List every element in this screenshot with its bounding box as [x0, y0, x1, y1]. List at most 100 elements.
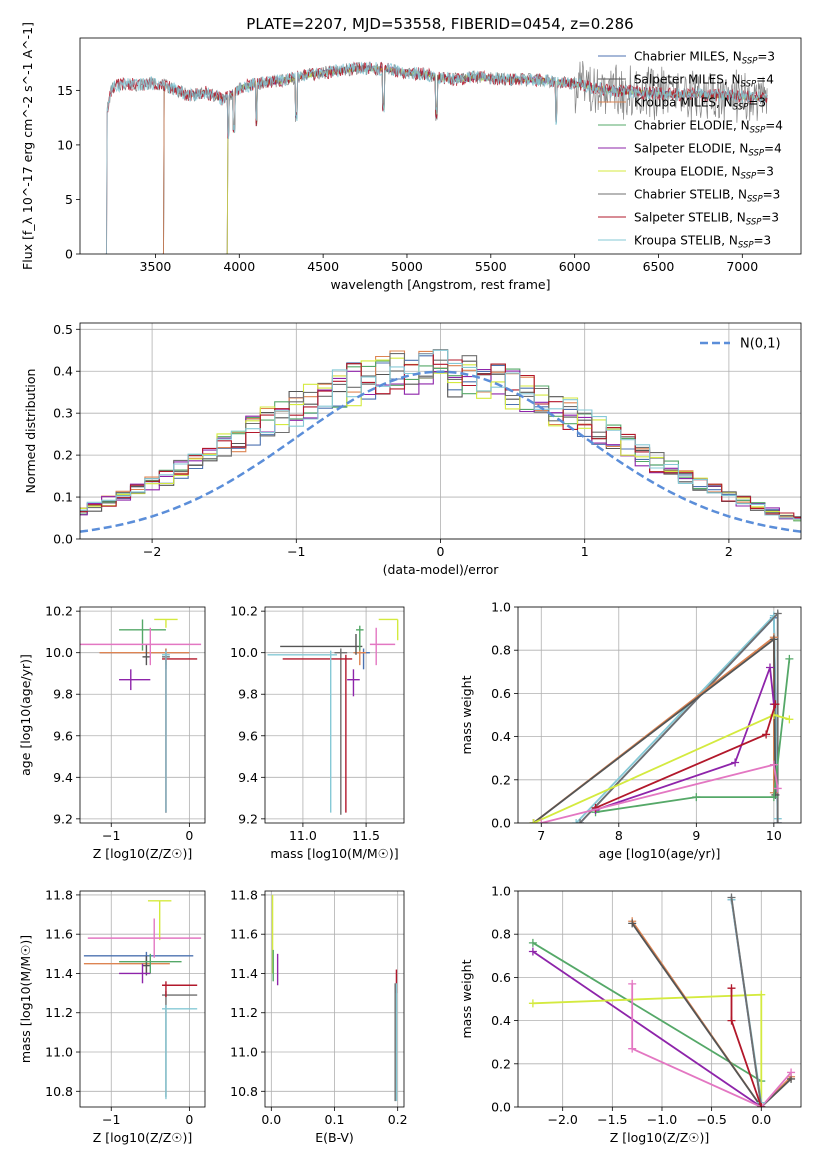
error-bar [162, 1004, 198, 1100]
age_vs_mass-xlabel: mass [log10(M/M☉)] [270, 846, 398, 861]
error-bar [334, 648, 348, 815]
weight_vs_Z-panel: −2.0 −1.5 −1.0 −0.5 0.0 0.0 0.2 0.4 0.6 0.8 1.0 Z [… [459, 884, 802, 1145]
weight_vs_Z-ylabel: mass weight [459, 959, 474, 1038]
error-bar [355, 625, 364, 651]
spectrum-line [105, 61, 768, 254]
weight-marker [771, 700, 780, 709]
error-bar [119, 953, 182, 974]
weight-marker [731, 758, 740, 767]
y-tick-label: 11.6 [45, 927, 73, 942]
mass_vs_Z-ylabel: mass [log10(M/M☉)] [18, 935, 33, 1063]
y-tick-label: 0.6 [491, 970, 511, 985]
x-tick-label: −2.0 [548, 1112, 578, 1127]
x-tick-label: 0.1 [325, 1112, 345, 1127]
error-bar [282, 654, 353, 813]
error-bar [162, 650, 170, 813]
y-tick-label: 0.6 [491, 686, 511, 701]
weight-line [730, 897, 763, 1107]
histogram-line [80, 349, 801, 520]
error-bar [378, 618, 399, 641]
y-tick-label: 0.2 [491, 772, 511, 787]
y-tick-label: 0.1 [53, 490, 73, 505]
histogram-line [80, 352, 801, 519]
y-tick-label: 10 [57, 137, 73, 152]
weight-marker [727, 984, 736, 993]
weight-line [595, 658, 791, 814]
figure-title: PLATE=2207, MJD=53558, FIBERID=0454, z=0… [246, 15, 633, 33]
error-bar [147, 900, 172, 941]
charts-layer: 3500 4000 4500 5000 5500 6000 6500 7000051015wa… [18, 22, 802, 1145]
weight-marker [576, 819, 585, 823]
y-tick-label: 11.0 [45, 1045, 73, 1060]
y-tick-label: 1.0 [491, 884, 511, 899]
histogram-line [80, 360, 801, 522]
weight_vs_age-frame [517, 606, 802, 824]
x-tick-label: 5000 [391, 259, 423, 274]
legend-label: Chabrier MILES, NSSP=3 [634, 50, 775, 67]
error-bar [347, 669, 360, 697]
mass_vs_Z-plot-area [83, 900, 202, 1100]
weight-line [579, 611, 779, 823]
weight-line [533, 714, 790, 823]
residuals-panel: −2 −1 0 1 2 0.0 0.1 0.2 0.3 0.4 0.5 (data-model)/er… [23, 322, 802, 577]
error-bar [154, 618, 178, 628]
x-tick-label: −1 [102, 1112, 120, 1127]
error-bar [119, 963, 151, 984]
x-tick-label: 0 [185, 828, 193, 843]
age_vs_mass-grid [265, 607, 404, 823]
y-tick-label: 9.8 [53, 687, 73, 702]
age_vs_Z-frame [79, 606, 206, 824]
weight-marker [528, 938, 537, 947]
y-tick-label: 9.6 [238, 728, 258, 743]
residuals-xlabel: (data-model)/error [383, 562, 500, 577]
age_vs_Z-plot-area [80, 618, 202, 813]
residuals-grid [80, 323, 801, 540]
age_vs_Z-ylabel: age [log10(age/yr)] [18, 654, 33, 776]
y-tick-label: 0.0 [491, 1100, 511, 1115]
x-tick-label: 1 [581, 544, 589, 559]
weight-marker [787, 1068, 796, 1077]
mass_vs_ebv-frame [264, 890, 405, 1108]
spectrum-panel: 3500 4000 4500 5000 5500 6000 6500 7000 0 5 10 15 wa… [20, 22, 802, 292]
x-tick-label: 9 [692, 828, 700, 843]
weight-marker [628, 919, 637, 928]
weight-marker [692, 793, 701, 802]
weight_vs_age-xlabel: age [log10(age/yr)] [599, 846, 721, 861]
y-tick-label: 0.2 [491, 1056, 511, 1071]
y-tick-label: 11.2 [230, 1005, 258, 1020]
error-bar [280, 634, 363, 655]
y-tick-label: 9.6 [53, 728, 73, 743]
x-tick-label: 0 [437, 544, 445, 559]
y-tick-label: 0 [65, 247, 73, 262]
weight-line [541, 763, 779, 823]
histogram-line [80, 349, 801, 520]
x-tick-label: 4000 [223, 259, 255, 274]
weight-line [631, 922, 792, 1107]
y-tick-label: 11.4 [230, 966, 258, 981]
mass_vs_Z-grid [80, 891, 205, 1107]
x-tick-label: 8 [615, 828, 623, 843]
y-tick-label: 0.0 [491, 816, 511, 831]
weight-marker [537, 819, 546, 823]
weight-marker [528, 999, 537, 1008]
x-tick-label: 11.0 [289, 828, 317, 843]
weight_vs_age-grid [518, 606, 801, 824]
error-bar [162, 654, 198, 813]
weight-marker [762, 730, 771, 739]
error-bar [162, 981, 198, 998]
y-tick-label: 11.2 [45, 1005, 73, 1020]
weight-line [532, 942, 762, 1082]
x-tick-label: −1 [102, 828, 120, 843]
legend-label: Chabrier ELODIE, NSSP=4 [634, 119, 783, 136]
mass_vs_ebv-plot-area [271, 894, 398, 1102]
x-tick-label: 6000 [559, 259, 591, 274]
weight_vs_Z-frame [517, 890, 802, 1108]
y-tick-label: 10.8 [45, 1084, 73, 1099]
histogram-line [80, 369, 801, 520]
x-tick-label: 7 [537, 828, 545, 843]
spectrum-legend: Chabrier MILES, NSSP=3 Salpeter MILES, NS… [598, 50, 783, 251]
weight-marker [773, 819, 782, 823]
x-tick-label: 5500 [475, 259, 507, 274]
y-tick-label: 0.2 [53, 448, 73, 463]
